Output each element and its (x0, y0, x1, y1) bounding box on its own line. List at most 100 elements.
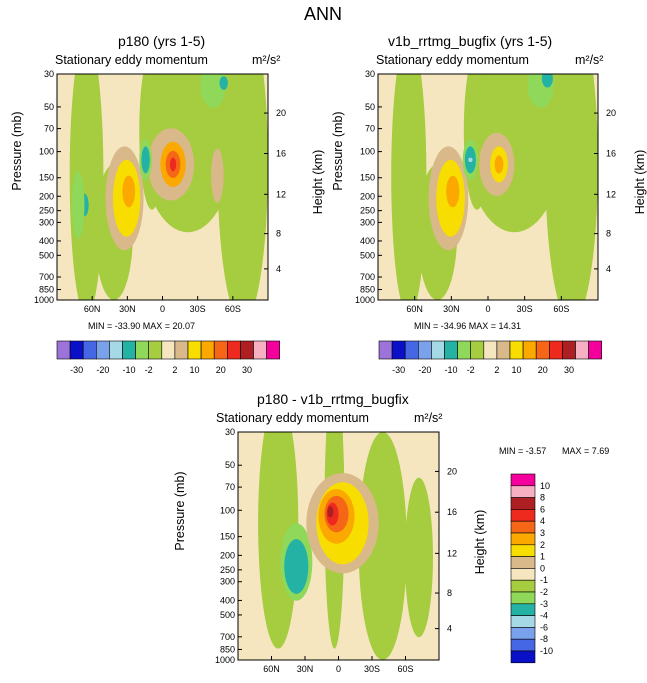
panel2-colorbar-label: 30 (564, 365, 574, 375)
panel1-xtick-label: 30S (190, 304, 206, 314)
panel3-colorbar-box (510, 520, 536, 534)
panel3-ytick-label: 850 (220, 644, 235, 654)
panel2-colorbar-box (496, 340, 511, 360)
panel3-xtick-label: 30S (364, 664, 380, 674)
panel2-colorbar-box (457, 340, 472, 360)
panel3-ytick-right-label: 4 (447, 624, 452, 634)
panel3-title: p180 - v1b_rrtmg_bugfix (257, 391, 409, 407)
panel3-colorbar-box (510, 556, 536, 569)
panel3-ytick-label: 250 (220, 565, 235, 575)
panel1-ytick-right-label: 20 (276, 108, 286, 118)
panel3-colorbar-box (510, 650, 536, 664)
panel3-subtitle: Stationary eddy momentum (216, 411, 369, 425)
panel1-colorbar-label: 30 (242, 365, 252, 375)
panel2-colorbar-box (509, 340, 524, 360)
panel3-colorbar-label: 6 (540, 504, 545, 514)
panel2-contour (545, 74, 598, 300)
panel3-ytick-label: 150 (220, 532, 235, 542)
panel2-colorbar-box (378, 340, 393, 360)
panel3-colorbar-box (510, 509, 536, 522)
panel1-contour (211, 148, 224, 203)
panel3-colorbar-label: 10 (540, 481, 550, 491)
panel1-ytick-label: 100 (39, 147, 54, 157)
panel3-ylabel-right: Height (km) (473, 509, 487, 575)
panel3-colorbar-label: 4 (540, 516, 545, 526)
panel3-colorbar-label: -1 (540, 575, 548, 585)
panel1-stats: MIN = -33.90 MAX = 20.07 (88, 321, 196, 331)
panel2-ytick-label: 50 (365, 102, 375, 112)
panel2-colorbar-box (535, 340, 550, 360)
panel1-ytick-label: 150 (39, 173, 54, 183)
panel2-stats: MIN = -34.96 MAX = 14.31 (414, 321, 522, 331)
panel2-contour (494, 155, 504, 174)
panel2-ytick-label: 700 (360, 272, 375, 282)
panel2-ytick-label: 1000 (355, 295, 375, 305)
panel1-colorbar-box (253, 340, 267, 360)
panel3-xtick-label: 0 (336, 664, 341, 674)
panel2-xtick-label: 30S (517, 304, 533, 314)
panel3-colorbar-label: 1 (540, 552, 545, 562)
panel1-xtick-label: 30N (119, 304, 136, 314)
panel1-contour (69, 74, 104, 300)
panel1-ytick-label: 700 (39, 272, 54, 282)
panel3-xtick-label: 30N (297, 664, 314, 674)
panel3-colorbar-box (510, 497, 536, 510)
panel1-colorbar-label: 20 (216, 365, 226, 375)
main-title: ANN (304, 4, 343, 24)
panel1-xtick-label: 60S (225, 304, 241, 314)
panel3-ytick-right-label: 12 (447, 548, 457, 558)
panel2-colorbar-box (417, 340, 432, 360)
panel2-units: m²/s² (575, 53, 604, 67)
panel2-contour (391, 74, 427, 300)
panel2-contour (446, 175, 460, 208)
panel3-colorbar-label: 3 (540, 528, 545, 538)
panel3-colorbar-label: 8 (540, 493, 545, 503)
panel3-ytick-label: 100 (220, 505, 235, 515)
panel3-ytick-label: 1000 (215, 655, 235, 665)
panel1-colorbar-box (227, 340, 241, 360)
panel1-colorbar-label: -20 (96, 365, 109, 375)
panel1-colorbar-box (135, 340, 150, 360)
panel1-colorbar-label: 2 (172, 365, 177, 375)
panel3-colorbar-label: -6 (540, 622, 548, 632)
panel3-colorbar-label: -4 (540, 611, 548, 621)
panel3-colorbar-box (510, 568, 536, 581)
panel2-colorbar-label: 10 (512, 365, 522, 375)
panel2-ytick-label: 100 (360, 147, 375, 157)
panel1-subtitle: Stationary eddy momentum (55, 53, 208, 67)
panel3-ytick-label: 70 (225, 482, 235, 492)
panel3-colorbar-label: 2 (540, 540, 545, 550)
panel1-xtick-label: 60N (84, 304, 101, 314)
panel2-ytick-label: 70 (365, 124, 375, 134)
panel3-ytick-label: 200 (220, 550, 235, 560)
panel3-colorbar-box (510, 485, 536, 498)
panel1-ytick-right-label: 8 (276, 229, 281, 239)
panel2-colorbar-label: -20 (418, 365, 431, 375)
panel2-xtick-label: 0 (485, 304, 490, 314)
panel3-ytick-label: 500 (220, 610, 235, 620)
panel2-contour (541, 74, 553, 88)
panel1-colorbar-box (240, 340, 254, 360)
panel2-colorbar-label: -30 (392, 365, 405, 375)
panel1-colorbar-label: -10 (123, 365, 136, 375)
panel3-ytick-label: 50 (225, 460, 235, 470)
panel1-ytick-label: 300 (39, 217, 54, 227)
panel2-colorbar-box (483, 340, 498, 360)
panel3-units: m²/s² (414, 411, 443, 425)
panel1-contour (219, 76, 228, 90)
panel2-xtick-label: 60S (553, 304, 569, 314)
panel1-contour (169, 157, 177, 172)
panel1-ytick-right-label: 12 (276, 189, 286, 199)
panel3-colorbar-box (510, 532, 536, 546)
panel1-field (56, 73, 269, 301)
panel3-colorbar-box (510, 579, 536, 593)
panel1-ytick-label: 30 (44, 69, 54, 79)
panel3-stats-max: MAX = 7.69 (562, 446, 610, 456)
panel1-ytick-label: 200 (39, 191, 54, 201)
panel1-colorbar-label: 10 (190, 365, 200, 375)
panel2-ytick-right-label: 8 (606, 229, 611, 239)
panel1-ytick-label: 500 (39, 250, 54, 260)
panel1-colorbar-box (69, 340, 84, 360)
panel1-colorbar-box (56, 340, 71, 360)
panel2-ytick-label: 30 (365, 69, 375, 79)
